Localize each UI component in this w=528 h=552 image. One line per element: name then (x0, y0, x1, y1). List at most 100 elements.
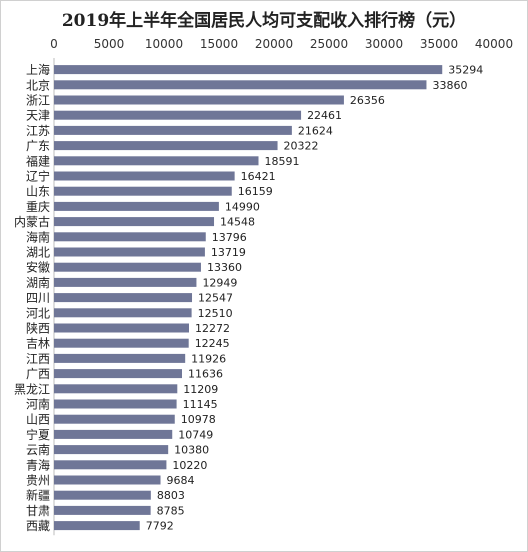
value-label: 8785 (157, 504, 185, 517)
value-label: 10749 (178, 428, 213, 441)
category-label: 浙江 (26, 94, 50, 108)
bar (54, 80, 427, 90)
category-label: 上海 (26, 62, 50, 77)
category-label: 吉林 (26, 337, 50, 351)
category-label: 甘肃 (26, 504, 50, 518)
bar (54, 384, 178, 394)
bar (54, 293, 193, 303)
category-label: 北京 (26, 78, 50, 92)
x-tick-label: 10000 (145, 37, 183, 51)
value-label: 13360 (207, 261, 242, 274)
x-tick-label: 0 (50, 37, 58, 51)
value-label: 26356 (350, 94, 385, 107)
category-label: 天津 (26, 109, 50, 123)
category-label: 广西 (26, 367, 50, 381)
category-label: 海南 (26, 229, 50, 244)
bar (54, 353, 186, 363)
value-label: 22461 (307, 109, 342, 122)
x-tick-label: 25000 (310, 37, 348, 51)
value-label: 12547 (198, 292, 233, 305)
x-tick-label: 30000 (365, 37, 403, 51)
value-label: 7792 (146, 520, 174, 533)
value-label: 10380 (174, 444, 209, 457)
value-label: 10978 (181, 413, 216, 426)
category-label: 内蒙古 (14, 214, 50, 229)
category-label: 西藏 (26, 519, 50, 533)
value-label: 11636 (188, 368, 223, 381)
value-label: 12510 (198, 307, 233, 320)
bar (54, 445, 169, 455)
bar (54, 277, 197, 287)
bar (54, 490, 151, 500)
bar (54, 217, 215, 227)
value-label: 11926 (191, 352, 226, 365)
x-tick-label: 5000 (94, 37, 125, 51)
category-label: 辽宁 (26, 169, 50, 184)
bar (54, 323, 189, 333)
bar (54, 141, 278, 151)
category-label: 陕西 (26, 321, 50, 336)
value-label: 11209 (183, 383, 218, 396)
bar (54, 460, 167, 470)
x-tick-label: 15000 (200, 37, 238, 51)
bar (54, 399, 177, 409)
value-label: 12245 (195, 337, 230, 350)
category-label: 贵州 (26, 474, 50, 488)
bar (54, 338, 189, 348)
value-label: 18591 (265, 155, 300, 168)
category-label: 江苏 (26, 124, 50, 138)
bar (54, 247, 205, 257)
category-label: 新疆 (26, 488, 50, 503)
value-label: 13796 (212, 231, 247, 244)
x-tick-label: 40000 (475, 37, 513, 51)
value-label: 12949 (202, 276, 237, 289)
bar (54, 521, 140, 531)
value-label: 16159 (238, 185, 273, 198)
bar (54, 95, 344, 105)
bar (54, 156, 259, 166)
category-label: 黑龙江 (14, 382, 50, 396)
value-label: 14548 (220, 216, 255, 229)
x-tick-label: 20000 (255, 37, 293, 51)
bar (54, 505, 151, 515)
value-label: 14990 (225, 200, 260, 213)
x-tick-label: 35000 (420, 37, 458, 51)
chart-title: 2019年上半年全国居民人均可支配收入排行榜（元） (61, 11, 467, 31)
bar (54, 262, 201, 272)
bar (54, 232, 206, 242)
category-label: 河北 (26, 306, 50, 320)
bar (54, 308, 192, 318)
bar (54, 186, 232, 196)
category-label: 河南 (26, 397, 50, 412)
value-label: 16421 (241, 170, 276, 183)
value-label: 10220 (172, 459, 207, 472)
bar (54, 369, 182, 379)
value-label: 12272 (195, 322, 230, 335)
value-label: 9684 (167, 474, 195, 487)
bar (54, 125, 292, 135)
category-label: 云南 (26, 442, 50, 457)
category-label: 山西 (26, 413, 50, 427)
value-label: 20322 (284, 140, 319, 153)
value-label: 13719 (211, 246, 246, 259)
bar (54, 65, 443, 75)
value-label: 35294 (448, 64, 483, 77)
bar (54, 171, 235, 181)
category-label: 湖南 (26, 275, 50, 290)
value-label: 8803 (157, 489, 185, 502)
category-label: 山东 (26, 185, 50, 199)
category-label: 福建 (26, 153, 50, 168)
bar (54, 414, 175, 424)
value-label: 11145 (183, 398, 218, 411)
category-label: 宁夏 (26, 427, 50, 442)
category-label: 重庆 (26, 200, 50, 214)
category-label: 湖北 (26, 245, 50, 260)
category-label: 安徽 (26, 260, 50, 275)
category-label: 江西 (26, 352, 50, 366)
value-label: 33860 (432, 79, 467, 92)
category-label: 青海 (26, 457, 50, 472)
bar (54, 429, 173, 439)
value-label: 21624 (298, 124, 333, 137)
